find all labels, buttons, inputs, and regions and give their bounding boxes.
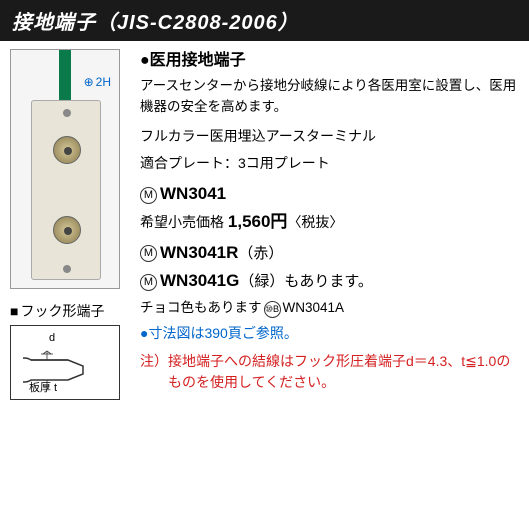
mounting-screw-icon (63, 109, 71, 117)
mounting-screw-icon (63, 265, 71, 273)
choco-model: WN3041A (283, 300, 345, 315)
hook-d-label: d (49, 332, 55, 344)
price-label: 希望小売価格 (140, 214, 224, 230)
hook-title: フック形端子 (10, 301, 130, 321)
left-column: 2H フック形端子 d 板厚 t (10, 49, 130, 400)
terminal-plate (31, 100, 101, 280)
description: アースセンターから接地分岐線により各医用室に設置し、医用機器の安全を高めます。 (140, 76, 519, 118)
product-image: 2H (10, 49, 120, 289)
price-value: 1,560円 (228, 212, 288, 231)
price-line: 希望小売価格 1,560円〈税抜〉 (140, 209, 519, 235)
hook-diagram: d 板厚 t (10, 325, 120, 400)
caution-note: 注）接地端子への結線はフック形圧着端子d＝4.3、t≦1.0のものを使用してくだ… (140, 351, 519, 393)
model-main-code: WN3041 (160, 184, 226, 203)
choco-line: チョコ色もあります⑩BWN3041A (140, 298, 519, 319)
header-title: 接地端子（JIS-C2808-2006） (12, 12, 299, 34)
spec-line-1: フルカラー医用埋込アースターミナル (140, 126, 519, 148)
model-main: MWN3041 (140, 181, 519, 207)
model-red-suffix: （赤） (238, 245, 283, 262)
m-symbol-icon: M (140, 245, 157, 262)
m-symbol-icon: M (140, 187, 157, 204)
wire-graphic (59, 50, 71, 100)
terminal-screw-icon (53, 136, 81, 164)
model-red: MWN3041R（赤） (140, 240, 519, 266)
marker-2h: 2H (84, 75, 111, 89)
choco-prefix: チョコ色もあります (140, 300, 262, 315)
hook-t-label: 板厚 t (29, 379, 57, 395)
header-bar: 接地端子（JIS-C2808-2006） (0, 0, 529, 41)
ten-symbol-icon: ⑩B (264, 301, 281, 318)
m-symbol-icon: M (140, 274, 157, 291)
spec-line-2: 適合プレート：3コ用プレート (140, 153, 519, 175)
terminal-screw-icon (53, 216, 81, 244)
right-column: 医用接地端子 アースセンターから接地分岐線により各医用室に設置し、医用機器の安全… (140, 49, 519, 400)
model-green-suffix: （緑）もあります。 (239, 273, 373, 290)
hook-section: フック形端子 d 板厚 t (10, 301, 130, 400)
price-suffix: 〈税抜〉 (287, 214, 343, 230)
model-green-code: WN3041G (160, 271, 239, 290)
dimension-reference: 寸法図は390頁ご参照。 (140, 323, 519, 345)
subtitle: 医用接地端子 (140, 49, 519, 74)
content-area: 2H フック形端子 d 板厚 t (0, 41, 529, 408)
model-green: MWN3041G（緑）もあります。 (140, 268, 519, 294)
model-red-code: WN3041R (160, 243, 238, 262)
